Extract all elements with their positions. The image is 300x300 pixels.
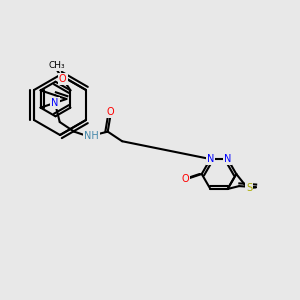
Text: O: O bbox=[107, 107, 114, 117]
Text: O: O bbox=[59, 74, 67, 84]
Text: O: O bbox=[181, 174, 189, 184]
Text: N: N bbox=[51, 98, 58, 108]
Text: CH₃: CH₃ bbox=[48, 61, 65, 70]
Text: NH: NH bbox=[84, 131, 99, 141]
Text: S: S bbox=[246, 183, 252, 194]
Text: N: N bbox=[224, 154, 231, 164]
Text: N: N bbox=[207, 154, 214, 164]
